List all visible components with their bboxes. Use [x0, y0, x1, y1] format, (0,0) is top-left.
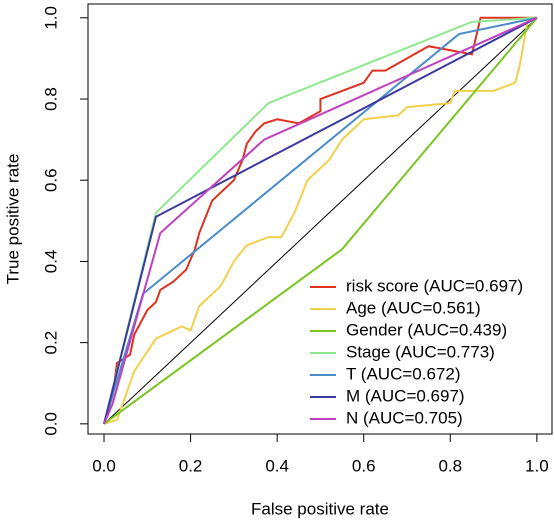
- roc-curve: [103, 16, 537, 425]
- legend-label: Gender (AUC=0.439): [346, 320, 507, 339]
- legend-label: N (AUC=0.705): [346, 408, 463, 427]
- y-tick-label: 0.4: [41, 250, 60, 274]
- y-tick-label: 1.0: [41, 6, 60, 30]
- legend-label: Age (AUC=0.561): [346, 298, 481, 317]
- roc-curve: [103, 17, 538, 425]
- legend-label: M (AUC=0.697): [346, 386, 465, 405]
- plot-box: [87, 3, 553, 435]
- x-tick-label: 0.6: [352, 456, 376, 475]
- y-tick-label: 0.6: [41, 168, 60, 192]
- reference-diagonal: [103, 17, 538, 425]
- x-axis-title: False positive rate: [251, 499, 389, 518]
- roc-curve: [103, 16, 537, 425]
- x-tick-label: 0.4: [265, 456, 289, 475]
- roc-curve: [103, 16, 538, 425]
- legend-label: risk score (AUC=0.697): [346, 276, 523, 295]
- roc-curve: [103, 16, 538, 425]
- y-tick-label: 0.2: [41, 331, 60, 355]
- legend-label: Stage (AUC=0.773): [346, 342, 495, 361]
- y-axis-title: True positive rate: [3, 154, 22, 285]
- x-tick-label: 1.0: [525, 456, 549, 475]
- x-tick-label: 0.2: [179, 456, 203, 475]
- legend-label: T (AUC=0.672): [346, 364, 460, 383]
- x-tick-label: 0.0: [92, 456, 116, 475]
- y-tick-label: 0.8: [41, 87, 60, 111]
- y-tick-label: 0.0: [41, 412, 60, 436]
- roc-curve: [103, 16, 538, 425]
- x-tick-label: 0.8: [438, 456, 462, 475]
